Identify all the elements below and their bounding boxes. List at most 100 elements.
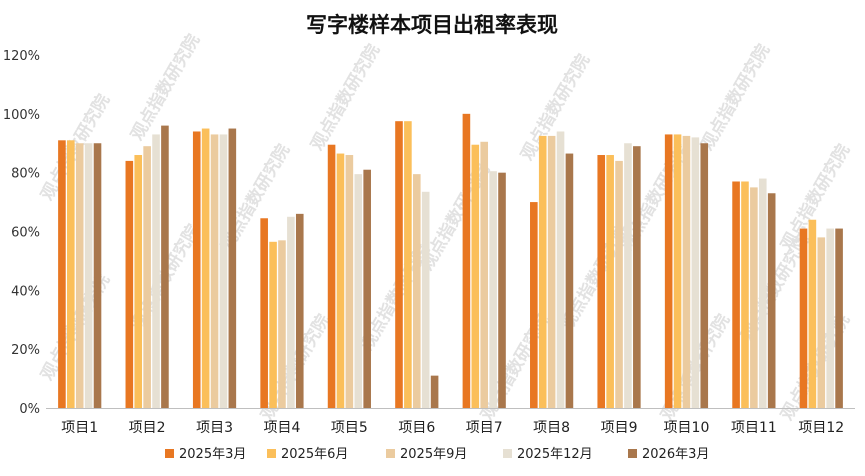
legend-label: 2025年3月 <box>179 447 246 462</box>
bar <box>395 121 403 408</box>
y-tick-label: 60% <box>11 226 40 241</box>
bar <box>799 228 808 408</box>
bar <box>606 155 614 408</box>
x-tick-label: 项目11 <box>731 420 777 436</box>
bar <box>210 134 219 408</box>
bar <box>75 143 84 408</box>
watermark-text: 观点指数研究院 <box>36 90 114 204</box>
legend-label: 2025年9月 <box>400 447 467 462</box>
bar <box>287 216 295 408</box>
bar <box>767 193 776 408</box>
watermark-text: 观点指数研究院 <box>696 40 774 154</box>
legend-item: 2025年12月 <box>503 447 593 462</box>
x-tick-label: 项目7 <box>466 420 503 436</box>
bar <box>412 174 421 408</box>
bar <box>741 181 749 408</box>
bar <box>471 144 480 408</box>
x-tick-label: 项目5 <box>331 420 368 436</box>
x-tick-label: 项目9 <box>601 420 638 436</box>
y-tick-label: 80% <box>11 167 40 182</box>
bar <box>421 191 430 408</box>
bar <box>295 213 304 408</box>
bar <box>664 134 673 408</box>
bar <box>260 218 268 408</box>
bar <box>808 219 817 408</box>
x-tick-label: 项目3 <box>196 420 233 436</box>
bar <box>336 153 345 408</box>
x-tick-label: 项目8 <box>533 420 570 436</box>
bar <box>732 181 740 408</box>
y-tick-label: 120% <box>3 49 40 64</box>
legend-label: 2025年6月 <box>281 447 348 462</box>
bar <box>363 169 371 408</box>
legend-label: 2026年3月 <box>642 447 709 462</box>
x-tick-label: 项目4 <box>263 420 300 436</box>
bar <box>228 128 237 409</box>
bar <box>143 146 151 408</box>
watermark-text: 观点指数研究院 <box>216 140 294 254</box>
legend-item: 2026年3月 <box>628 447 709 462</box>
legend-label: 2025年12月 <box>517 447 593 462</box>
bars-layer <box>58 113 843 409</box>
x-tick-label: 项目2 <box>129 420 166 436</box>
bar <box>633 146 641 408</box>
bar <box>480 141 489 408</box>
bar <box>556 131 565 409</box>
legend-item: 2025年6月 <box>267 447 348 462</box>
bar <box>673 134 682 408</box>
bar <box>404 121 412 408</box>
bar <box>826 228 834 408</box>
bar <box>538 135 547 408</box>
bar <box>84 143 93 408</box>
bar <box>547 135 556 408</box>
y-tick-label: 40% <box>11 284 40 299</box>
bar <box>462 113 471 408</box>
bar <box>58 140 66 408</box>
bar <box>758 178 767 408</box>
bar <box>498 172 506 408</box>
y-axis-ticks: 0% 20% 40% 60% 80% 100% 120% <box>3 49 40 417</box>
bar <box>93 143 102 408</box>
bar <box>278 240 286 408</box>
legend-swatch <box>628 449 637 458</box>
legend-swatch <box>503 449 512 458</box>
watermark-text: 观点指数研究院 <box>36 270 114 384</box>
bar <box>750 187 758 409</box>
watermark-text: 观点指数研究院 <box>306 40 384 154</box>
x-tick-label: 项目1 <box>61 420 98 436</box>
y-tick-label: 0% <box>19 402 40 417</box>
x-tick-label: 项目6 <box>398 420 435 436</box>
bar <box>430 375 439 408</box>
x-tick-label: 项目10 <box>664 420 710 436</box>
bar <box>565 153 574 408</box>
bar <box>624 143 632 408</box>
chart-title: 写字楼样本项目出租率表现 <box>306 13 558 37</box>
bar <box>700 143 709 408</box>
bar <box>134 155 143 408</box>
bar <box>597 155 606 408</box>
legend-swatch <box>267 449 276 458</box>
bar <box>125 160 134 408</box>
bar <box>192 131 201 409</box>
bar <box>691 137 700 408</box>
bar <box>152 134 160 408</box>
x-axis-ticks: 项目1 项目2 项目3 项目4 项目5 项目6 项目7 项目8 项目9 项目10 项目11 项目12 <box>61 420 844 436</box>
bar <box>817 237 826 408</box>
bar <box>489 171 497 408</box>
legend-swatch <box>165 449 174 458</box>
x-tick-label: 项目12 <box>798 420 844 436</box>
bar <box>201 128 210 409</box>
bar <box>615 160 623 408</box>
bar <box>682 135 691 408</box>
bar <box>354 174 363 408</box>
bar <box>269 241 277 408</box>
bar <box>67 140 75 408</box>
y-tick-label: 20% <box>11 343 40 358</box>
bar <box>530 202 538 408</box>
bar <box>161 125 169 408</box>
bar <box>835 228 843 408</box>
legend-item: 2025年9月 <box>386 447 467 462</box>
legend-item: 2025年3月 <box>165 447 246 462</box>
